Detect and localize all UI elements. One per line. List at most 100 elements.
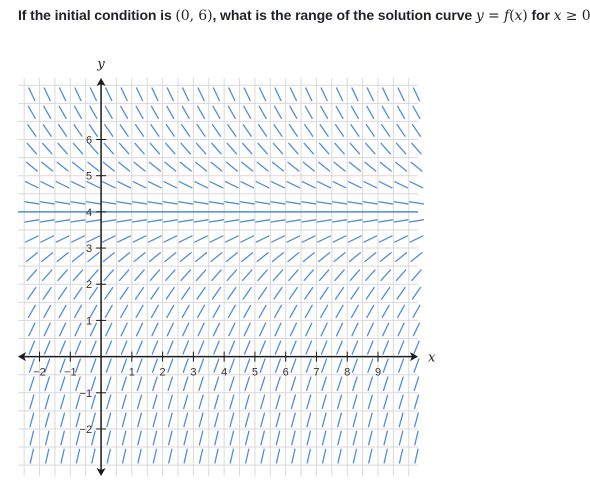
slope-segment: [229, 394, 235, 410]
slope-segment: [260, 448, 265, 464]
slope-segment: [209, 181, 224, 189]
slope-segment: [214, 430, 219, 446]
slope-segment: [136, 358, 143, 373]
slope-segment: [379, 252, 392, 263]
slope-segment: [151, 322, 159, 337]
slope-segment: [121, 412, 127, 428]
slope-segment: [120, 304, 129, 319]
slope-segment: [55, 201, 71, 205]
slope-segment: [351, 322, 359, 337]
slope-segment: [412, 304, 421, 319]
y-tick-label: 3: [86, 243, 92, 255]
slope-segment: [348, 252, 362, 263]
slope-segment: [260, 430, 265, 446]
slope-segment: [26, 142, 38, 155]
y-tick-label: −1: [80, 388, 93, 400]
slope-segment: [101, 181, 116, 189]
slope-segment: [273, 105, 283, 120]
slope-segment: [367, 412, 373, 428]
slope-segment: [193, 201, 209, 205]
slope-segment: [90, 394, 97, 410]
slope-segment: [334, 124, 345, 137]
slope-segment: [162, 201, 178, 205]
slope-segment: [41, 252, 54, 263]
slope-segment: [259, 358, 266, 373]
slope-segment: [134, 124, 145, 137]
slope-segment: [103, 269, 115, 282]
slope-segment: [136, 394, 143, 410]
slope-segment: [167, 430, 173, 446]
slope-segment: [272, 269, 284, 282]
slope-segment: [213, 394, 220, 410]
slope-segment: [256, 161, 269, 172]
slope-segment: [349, 142, 361, 155]
slope-segment: [198, 376, 204, 392]
x-tick-label: 5: [252, 367, 258, 379]
slope-segment: [228, 340, 236, 355]
slope-segment: [183, 448, 188, 464]
slope-segment: [271, 252, 285, 263]
slope-segment: [41, 269, 53, 282]
slope-segment: [102, 161, 115, 172]
slope-segment: [334, 142, 345, 155]
slope-segment: [395, 142, 407, 155]
slope-segment: [274, 87, 282, 102]
slope-segment: [57, 269, 68, 282]
slope-segment: [241, 161, 254, 172]
slope-segment: [182, 358, 189, 373]
slope-segment: [382, 358, 389, 373]
curve-eq: =: [483, 8, 505, 24]
slope-segment: [137, 430, 142, 446]
slope-segment: [274, 322, 282, 337]
slope-segment: [198, 394, 204, 410]
slope-segment: [337, 430, 342, 446]
curve-arg-open: (: [509, 8, 515, 24]
slope-segment: [105, 376, 112, 392]
slope-segment: [409, 181, 424, 189]
slope-segment: [75, 448, 81, 464]
slope-segment: [134, 269, 145, 282]
slope-segment: [244, 394, 250, 410]
slope-segment: [88, 269, 99, 282]
slope-segment: [306, 394, 312, 410]
slope-segment: [104, 124, 114, 137]
slope-segment: [366, 322, 374, 337]
slope-segment: [241, 252, 254, 263]
slope-segment: [60, 448, 65, 464]
question-middle: , what is the range of the solution curv…: [212, 7, 476, 23]
x-tick-label: 3: [190, 367, 196, 379]
slope-segment: [71, 252, 85, 263]
slope-segment: [152, 394, 158, 410]
slope-segment: [411, 142, 422, 155]
slope-segment: [198, 448, 204, 464]
slope-segment: [335, 304, 344, 319]
slope-segment: [255, 219, 271, 223]
slope-segment: [305, 87, 313, 102]
slope-segment: [42, 124, 52, 137]
slope-segment: [197, 340, 205, 355]
slope-segment: [104, 304, 113, 319]
slope-segment: [413, 358, 420, 373]
slope-segment: [194, 181, 209, 189]
slope-segment: [258, 304, 267, 319]
slope-segment: [149, 269, 161, 282]
slope-segment: [57, 142, 68, 155]
slope-segment: [163, 235, 178, 243]
y-tick-label: 6: [86, 135, 92, 147]
slope-segment: [318, 142, 330, 155]
slope-segment: [393, 219, 409, 223]
tick-labels: −2 −1 1 2 3 4 5 6 7 8 9 −2 −1 1 2 3 4 5 6 x y: [33, 57, 436, 436]
slope-segment: [163, 181, 178, 189]
slope-segment: [410, 161, 423, 172]
slope-segment: [183, 412, 189, 428]
slope-segment: [383, 394, 389, 410]
slope-segment: [350, 124, 360, 137]
slope-segment: [411, 124, 422, 137]
curve-f: f: [504, 8, 510, 24]
slope-segment: [334, 269, 345, 282]
slope-segment: [197, 87, 205, 102]
slope-segment: [120, 322, 128, 337]
slope-segment: [383, 430, 389, 446]
x-tick-label: 9: [375, 367, 381, 379]
slope-segment: [228, 358, 235, 373]
